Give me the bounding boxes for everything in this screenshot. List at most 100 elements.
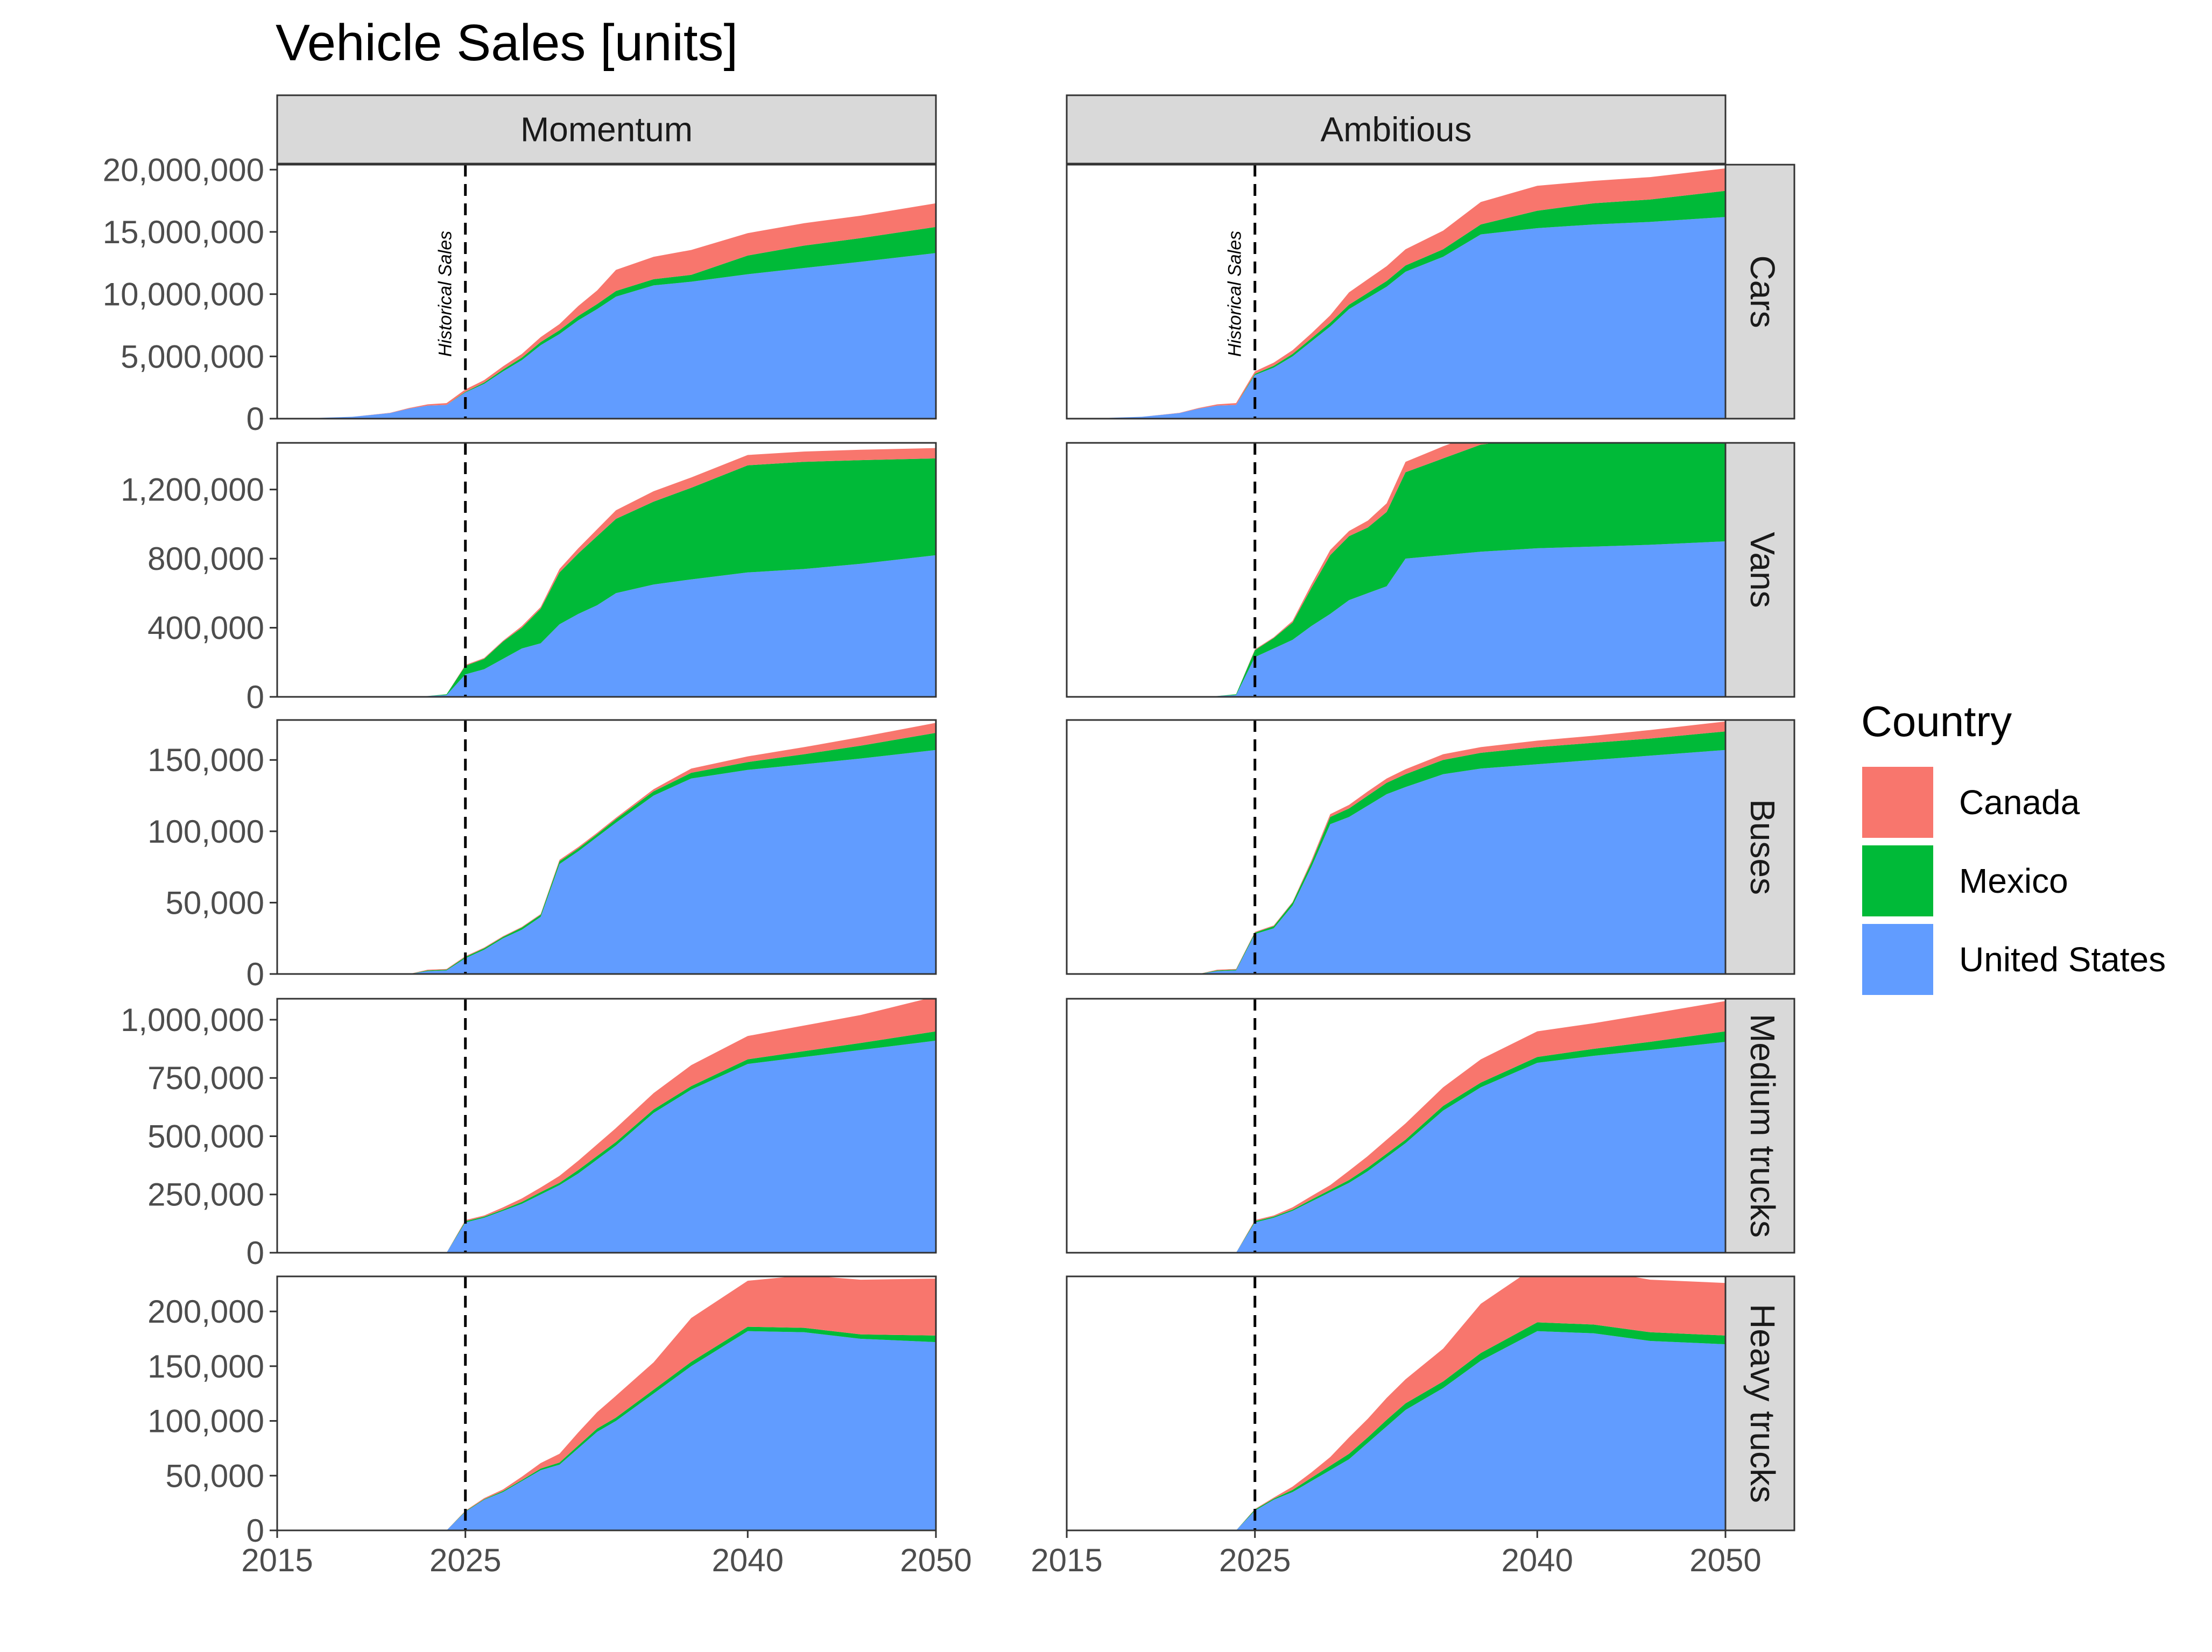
legend-key [1862,767,1933,838]
y-tick-label: 10,000,000 [103,277,264,313]
y-tick-label: 15,000,000 [103,214,264,250]
panel-areas [277,999,936,1253]
legend-title: Country [1861,697,2012,745]
legend-label: Canada [1959,783,2080,822]
y-tick-label: 0 [246,1235,264,1271]
strip-box [1066,94,1727,165]
y-tick-label: 100,000 [147,1403,264,1439]
strip-box [1724,164,1795,420]
legend-item-mexico: Mexico [1862,845,2068,916]
y-tick-label: 1,000,000 [121,1002,264,1038]
strip-label: Momentum [520,110,693,149]
panel-areas [1067,168,1725,419]
panel-areas [1067,443,1725,697]
legend-key [1862,924,1933,995]
panel-border [1066,164,1727,420]
panel-border [276,719,937,975]
panel-ambitious-vans [1066,442,1727,698]
area-canada [277,203,936,419]
y-tick-label: 800,000 [147,541,264,577]
strip-heavy-trucks: Heavy trucks [1724,1275,1795,1531]
strip-medium-trucks: Medium trucks [1724,998,1795,1254]
panel-border [1066,442,1727,698]
area-canada [1067,1276,1725,1530]
legend-label: Mexico [1959,862,2068,900]
area-united-states [277,1040,936,1253]
y-tick-label: 0 [246,956,264,992]
historical-sales-label: Historical Sales [435,231,456,357]
panel-momentum-vans [276,442,937,698]
x-tick-label: 2050 [1689,1542,1761,1578]
area-canada [1067,168,1725,419]
area-united-states [277,750,936,974]
panel-areas [277,1276,936,1530]
y-tick-label: 250,000 [147,1177,264,1213]
area-mexico [1067,190,1725,419]
panel-ambitious-heavy-trucks [1066,1275,1727,1531]
strip-vans: Vans [1724,442,1795,698]
panel-border [276,998,937,1254]
panel-areas [1067,1001,1725,1253]
area-mexico [1067,731,1725,974]
strip-label: Heavy trucks [1743,1304,1782,1503]
panel-border [276,164,937,420]
area-mexico [1067,443,1725,697]
area-united-states [1067,1331,1725,1530]
panel-border [276,442,937,698]
legend-key [1862,845,1933,916]
panel-momentum-heavy-trucks [276,1275,937,1531]
panel-areas [277,203,936,419]
strip-box [1724,1275,1795,1531]
area-united-states [1067,217,1725,419]
panel-areas [1067,1276,1725,1530]
area-mexico [277,458,936,697]
legend: Country Canada Mexico United States [1861,697,2166,995]
chart-title: Vehicle Sales [units] [276,14,738,72]
panel-momentum-cars: Historical Sales [276,164,937,420]
legend-item-united-states: United States [1862,924,2166,995]
strip-box [1724,719,1795,975]
panel-border [1066,719,1727,975]
area-canada [1067,1001,1725,1253]
area-mexico [277,732,936,974]
x-tick-label: 2040 [1502,1542,1573,1578]
panel-border [276,1275,937,1531]
y-tick-label: 50,000 [165,885,264,921]
y-axis-medium-trucks: 0 250,000 500,000 750,000 1,000,000 [121,1002,277,1271]
y-tick-label: 5,000,000 [121,338,264,375]
strip-label: Cars [1743,255,1782,328]
strip-buses: Buses [1724,719,1795,975]
y-tick-label: 50,000 [165,1458,264,1494]
legend-item-canada: Canada [1862,767,2080,838]
y-axis-vans: 0 400,000 800,000 1,200,000 [121,472,277,715]
x-axis-ambitious: 2015 2025 2040 2050 [1031,1530,1762,1578]
strip-box [1724,998,1795,1254]
area-canada [277,999,936,1253]
y-tick-label: 1,200,000 [121,472,264,508]
panel-momentum-medium-trucks [276,998,937,1254]
area-united-states [1067,1042,1725,1253]
strip-momentum: Momentum [276,94,937,165]
area-united-states [277,1331,936,1530]
strip-label: Medium trucks [1743,1014,1782,1238]
panel-ambitious-buses [1066,719,1727,975]
y-tick-label: 0 [246,401,264,437]
y-tick-label: 100,000 [147,814,264,850]
strip-label: Vans [1743,532,1782,608]
x-tick-label: 2015 [241,1542,313,1578]
y-tick-label: 20,000,000 [103,152,264,188]
strip-cars: Cars [1724,164,1795,420]
x-tick-label: 2015 [1031,1542,1102,1578]
x-tick-label: 2040 [712,1542,784,1578]
y-tick-label: 750,000 [147,1060,264,1096]
area-united-states [1067,541,1725,697]
panel-areas [277,448,936,697]
strip-box [1724,442,1795,698]
panel-border [1066,998,1727,1254]
y-axis-heavy-trucks: 0 50,000 100,000 150,000 200,000 [147,1294,277,1549]
y-tick-label: 150,000 [147,1349,264,1385]
legend-label: United States [1959,940,2166,979]
area-united-states [1067,750,1725,974]
x-axis-momentum: 2015 2025 2040 2050 [241,1530,972,1578]
